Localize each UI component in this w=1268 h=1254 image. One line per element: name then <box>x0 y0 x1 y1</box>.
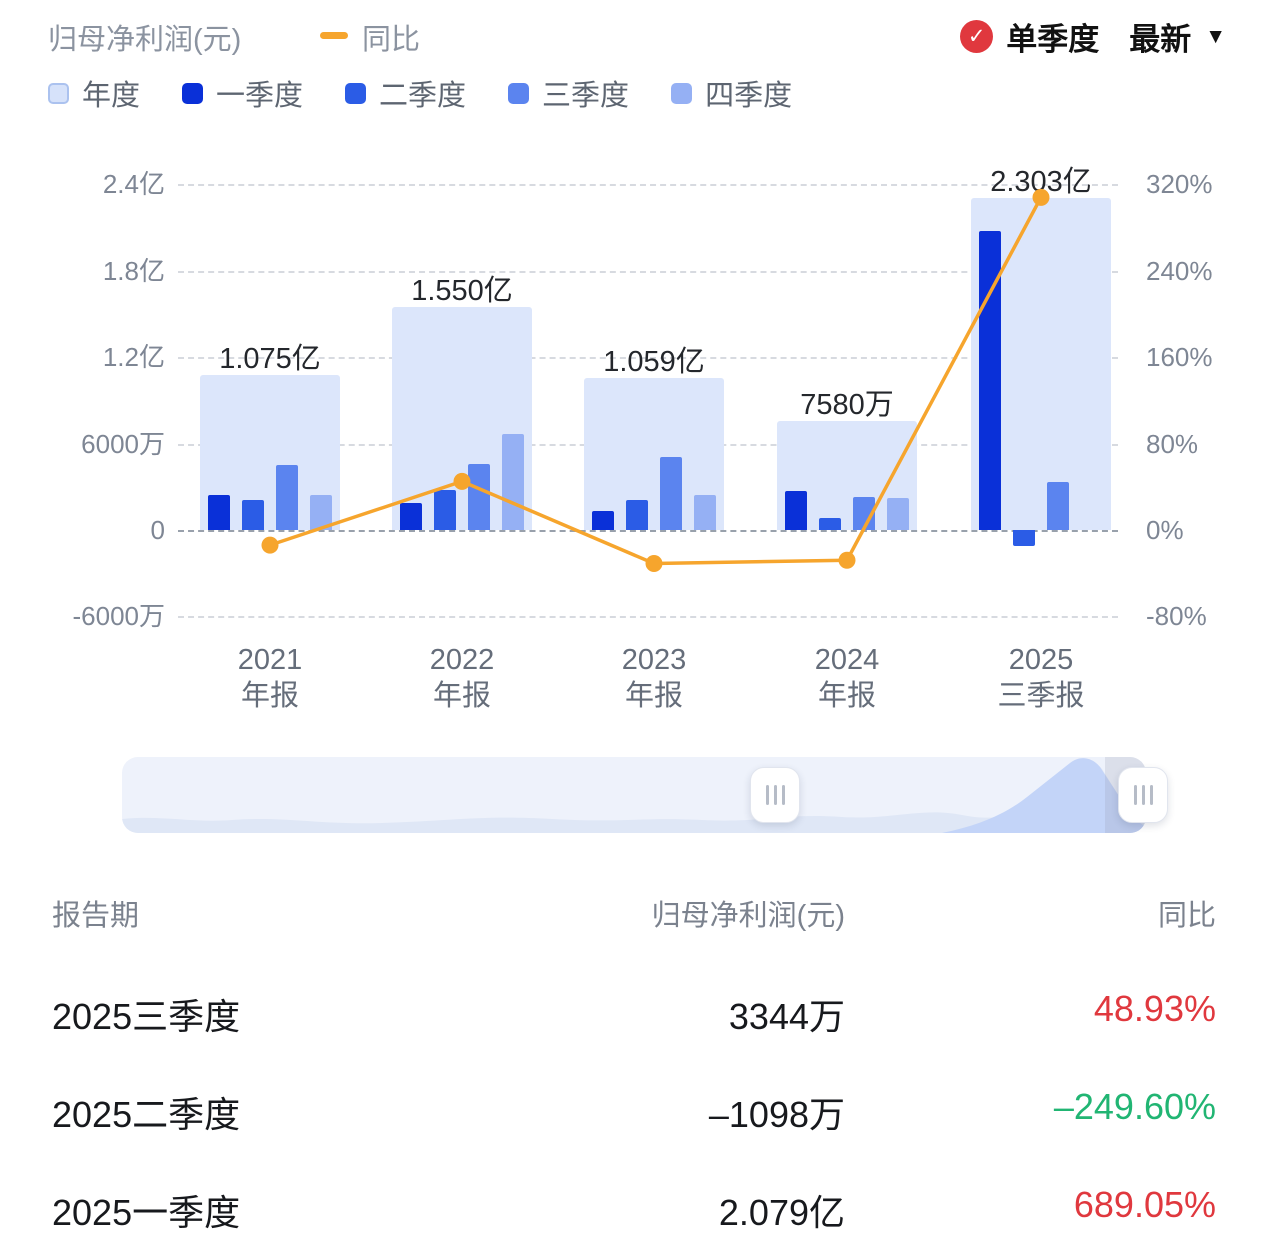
legend-item-annual[interactable]: 年度 <box>48 72 140 114</box>
x-axis-label: 2021 年报 <box>237 644 303 712</box>
legend-item-q1[interactable]: 一季度 <box>182 72 303 114</box>
y-axis-label: 1.2亿 <box>102 342 165 373</box>
datazoom-track[interactable] <box>122 757 1146 833</box>
y2-axis-label: 80% <box>1146 428 1199 459</box>
quarter-bar-二季度[interactable] <box>242 499 264 530</box>
header-controls: ✓ 单季度 最新 ▼ <box>960 14 1226 59</box>
quarter-bar-一季度[interactable] <box>785 491 807 530</box>
legend-swatch-q3 <box>508 82 530 104</box>
row-period: 2025三季度 <box>52 996 241 1037</box>
table-header: 报告期 归母净利润(元) 同比 <box>0 892 1268 936</box>
y-axis-label: 6000万 <box>81 428 165 459</box>
y2-axis-label: -80% <box>1146 601 1207 632</box>
row-yoy: 689.05% <box>1073 1184 1216 1225</box>
quarter-bar-一季度[interactable] <box>592 511 614 530</box>
yoy-point <box>838 551 856 569</box>
row-period: 2025二季度 <box>52 1094 241 1135</box>
table-row: 2025三季度 3344万 48.93% <box>0 988 1268 1037</box>
table-row: 2025一季度 2.079亿 689.05% <box>0 1184 1268 1233</box>
legend-item-q3[interactable]: 三季度 <box>508 72 629 114</box>
quarter-bar-二季度[interactable] <box>1013 530 1035 546</box>
legend-label-q2: 二季度 <box>379 80 467 112</box>
y-axis-label: -6000万 <box>72 601 166 632</box>
legend-label-annual: 年度 <box>82 80 141 112</box>
annual-value-label: 1.550亿 <box>411 274 513 307</box>
annual-value-label: 1.075亿 <box>219 343 321 376</box>
y2-axis-label: 320% <box>1146 169 1213 200</box>
legend-label-q4: 四季度 <box>705 80 793 112</box>
y-axis-label: 2.4亿 <box>102 169 165 200</box>
check-icon: ✓ <box>960 20 994 53</box>
quarter-bar-四季度[interactable] <box>310 495 332 530</box>
single-quarter-label: 单季度 <box>1006 22 1100 57</box>
col-header-profit: 归母净利润(元) <box>651 900 845 932</box>
period-dropdown-label: 最新 <box>1129 22 1192 57</box>
datazoom-handle-right[interactable] <box>1118 767 1168 823</box>
y2-axis-label: 0% <box>1146 515 1184 545</box>
yoy-point <box>645 554 663 572</box>
legend-swatch-q2 <box>345 82 367 104</box>
quarter-bar-三季度[interactable] <box>276 465 298 530</box>
annual-value-label: 1.059亿 <box>603 345 705 378</box>
quarter-bar-一季度[interactable] <box>208 495 230 530</box>
chart-area: 2.4亿 320% 1.8亿 240% 1.2亿 160% 6000万 80% 0 0% -6000… <box>0 150 1268 735</box>
legend-swatch-q1 <box>182 82 204 104</box>
gridline <box>178 530 1118 532</box>
yoy-legend-label: 同比 <box>362 24 421 56</box>
quarter-bar-三季度[interactable] <box>853 496 875 530</box>
datazoom-preview <box>122 758 1146 833</box>
x-axis-label: 2022 年报 <box>429 644 495 712</box>
quarter-bar-四季度[interactable] <box>694 495 716 530</box>
x-axis-label: 2024 年报 <box>814 644 880 712</box>
gridline <box>178 616 1118 619</box>
legend-swatch-q4 <box>671 82 693 104</box>
quarter-bar-二季度[interactable] <box>626 499 648 530</box>
legend-item-q2[interactable]: 二季度 <box>345 72 466 114</box>
quarter-bar-三季度[interactable] <box>660 456 682 530</box>
row-profit: 2.079亿 <box>718 1192 845 1233</box>
quarter-bar-一季度[interactable] <box>400 502 422 530</box>
quarter-bar-四季度[interactable] <box>887 498 909 530</box>
quarter-bar-四季度[interactable] <box>502 433 524 530</box>
row-yoy: –249.60% <box>1053 1086 1216 1127</box>
period-dropdown[interactable]: 最新 ▼ <box>1129 14 1226 59</box>
y2-axis-label: 240% <box>1146 255 1213 286</box>
annual-value-label: 7580万 <box>800 388 894 421</box>
y-axis-label: 0 <box>150 515 165 545</box>
col-header-yoy: 同比 <box>1157 900 1216 932</box>
chart-title: 归母净利润(元) <box>48 24 242 56</box>
chevron-down-icon: ▼ <box>1205 24 1226 48</box>
table-row: 2025二季度 –1098万 –249.60% <box>0 1086 1268 1135</box>
row-profit: –1098万 <box>708 1094 845 1135</box>
single-quarter-toggle[interactable]: ✓ 单季度 <box>960 14 1099 59</box>
yoy-point <box>261 536 279 554</box>
yoy-legend-dash <box>320 32 348 39</box>
y2-axis-label: 160% <box>1146 342 1213 373</box>
annual-value-label: 2.303亿 <box>990 166 1092 199</box>
legend-item-q4[interactable]: 四季度 <box>671 72 792 114</box>
y-axis-label: 1.8亿 <box>102 255 165 286</box>
datazoom-handle-left[interactable] <box>750 767 800 823</box>
col-header-period: 报告期 <box>52 900 140 932</box>
legend-label-q1: 一季度 <box>216 80 304 112</box>
row-profit: 3344万 <box>728 996 845 1037</box>
datazoom-wave-front <box>942 758 1146 833</box>
x-axis-label: 2023 年报 <box>621 644 687 712</box>
quarter-bar-一季度[interactable] <box>979 230 1001 530</box>
quarter-bar-三季度[interactable] <box>468 463 490 530</box>
gridline <box>178 184 1118 187</box>
row-period: 2025一季度 <box>52 1192 241 1233</box>
x-axis-label: 2025 三季报 <box>997 644 1085 712</box>
quarter-bar-三季度[interactable] <box>1047 481 1069 530</box>
legend-swatch-annual <box>48 82 69 104</box>
row-yoy: 48.93% <box>1093 988 1216 1029</box>
quarter-bar-二季度[interactable] <box>434 489 456 530</box>
quarter-bar-二季度[interactable] <box>819 518 841 530</box>
legend-row: 年度 一季度 二季度 三季度 四季度 <box>48 72 792 114</box>
legend-label-q3: 三季度 <box>542 80 630 112</box>
